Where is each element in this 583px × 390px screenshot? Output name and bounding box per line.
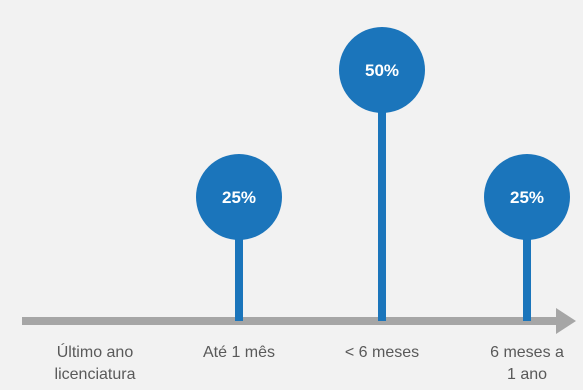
x-tick-label: 6 meses a 1 ano [490,344,564,383]
data-value-label: 25% [510,188,544,207]
x-axis-arrowhead [556,308,576,334]
lollipop-head [339,27,425,113]
x-tick-label: Último ano licenciatura [54,344,136,383]
lollipop-head [196,154,282,240]
data-value-label: 25% [222,188,256,207]
lollipop-head [484,154,570,240]
x-tick-label: < 6 meses [344,344,420,361]
x-tick-label: Até 1 mês [202,344,276,361]
lollipop-stem [378,70,386,321]
lollipop-stem [523,197,531,321]
lollipop-stem [235,197,243,321]
data-value-label: 50% [365,61,399,80]
